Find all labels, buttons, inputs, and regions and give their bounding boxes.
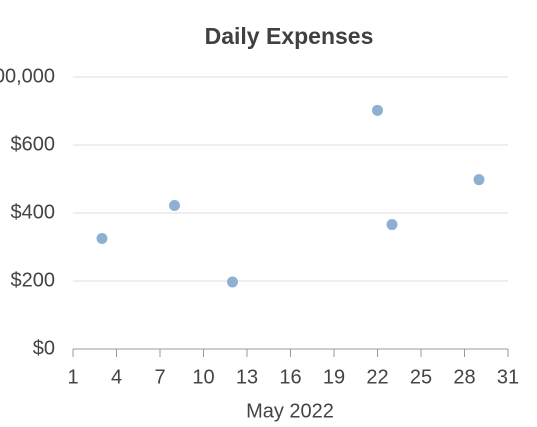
x-tick-label: 31 [497, 366, 519, 388]
x-tick-label: 22 [366, 366, 388, 388]
x-tick-label: 4 [111, 366, 122, 388]
y-tick-label: $400 [11, 201, 56, 223]
point [372, 104, 383, 116]
x-tick-label: 10 [192, 366, 214, 388]
x-tick-label: 25 [410, 366, 432, 388]
y-tick-label: $0 [33, 337, 55, 359]
x-tick-label: 19 [323, 366, 345, 388]
y-tick-label: $800,000 [0, 65, 55, 87]
x-tick-label: 13 [236, 366, 258, 388]
point [227, 276, 238, 288]
x-axis-label: May 2022 [246, 400, 334, 422]
y-tick-label: $200 [11, 269, 56, 291]
x-tick-label: 1 [67, 366, 78, 388]
point [386, 219, 398, 231]
chart-title: Daily Expenses [205, 23, 374, 49]
x-tick-label: 28 [453, 366, 475, 388]
point [473, 174, 485, 186]
x-tick-label: 16 [279, 366, 301, 388]
y-tick-label: $600 [11, 133, 56, 155]
point [96, 233, 108, 244]
point [169, 200, 180, 212]
x-tick-label: 7 [154, 366, 165, 388]
